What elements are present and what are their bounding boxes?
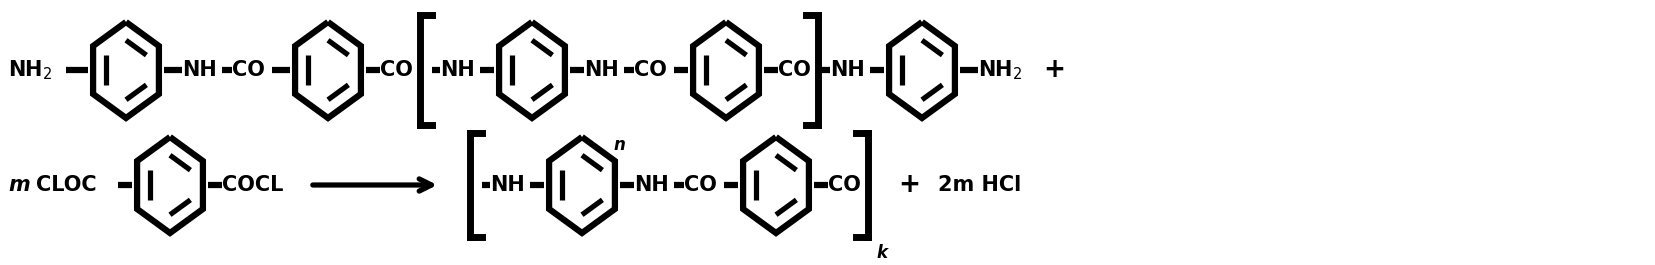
Text: NH: NH: [440, 60, 475, 80]
Text: +: +: [1043, 57, 1064, 83]
Text: m: m: [8, 175, 30, 195]
Text: COCL: COCL: [222, 175, 283, 195]
Text: CO: CO: [379, 60, 412, 80]
Text: NH: NH: [584, 60, 619, 80]
Text: NH: NH: [829, 60, 864, 80]
Text: NH$_2$: NH$_2$: [978, 58, 1021, 82]
Text: NH$_2$: NH$_2$: [8, 58, 53, 82]
Text: +: +: [897, 172, 920, 198]
Text: k: k: [875, 244, 887, 262]
Text: NH: NH: [634, 175, 669, 195]
Text: CO: CO: [828, 175, 861, 195]
Text: 2m HCl: 2m HCl: [937, 175, 1021, 195]
Text: NH: NH: [490, 175, 525, 195]
Text: CO: CO: [684, 175, 717, 195]
Text: CO: CO: [634, 60, 667, 80]
Text: CLOC: CLOC: [36, 175, 96, 195]
Text: CO: CO: [232, 60, 265, 80]
Text: CO: CO: [778, 60, 811, 80]
Text: NH: NH: [182, 60, 217, 80]
Text: n: n: [612, 136, 624, 154]
